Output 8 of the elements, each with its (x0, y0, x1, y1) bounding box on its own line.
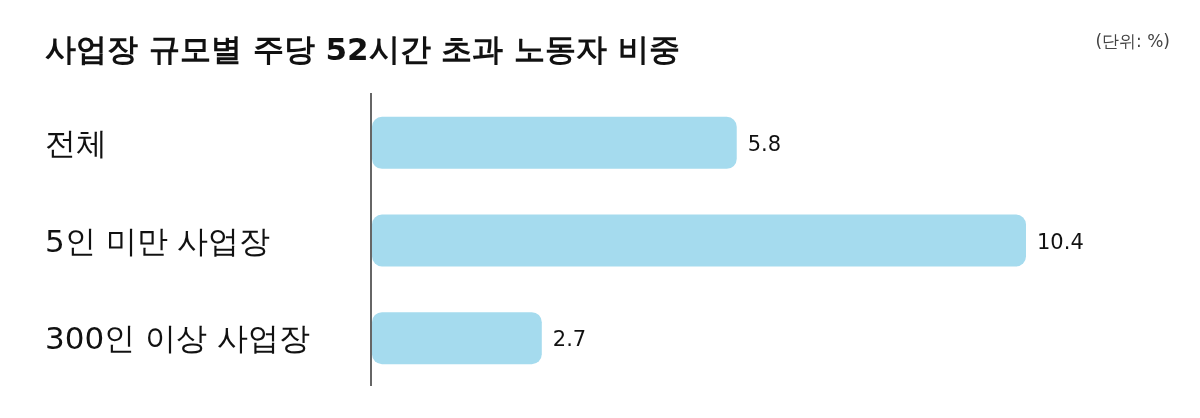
chart-title: 사업장 규모별 주당 52시간 초과 노동자 비중 (45, 31, 680, 67)
data-label: 5.8 (747, 131, 782, 156)
y-tick-label: 5인 미만 사업장 (45, 222, 271, 259)
text: (단위: %) (1095, 31, 1170, 51)
y-tick-label: 전체 (45, 124, 107, 161)
data-label: 10.4 (1037, 229, 1084, 254)
y-tick-label: 300인 이상 사업장 (45, 320, 310, 357)
data-label: 2.7 (552, 327, 587, 352)
